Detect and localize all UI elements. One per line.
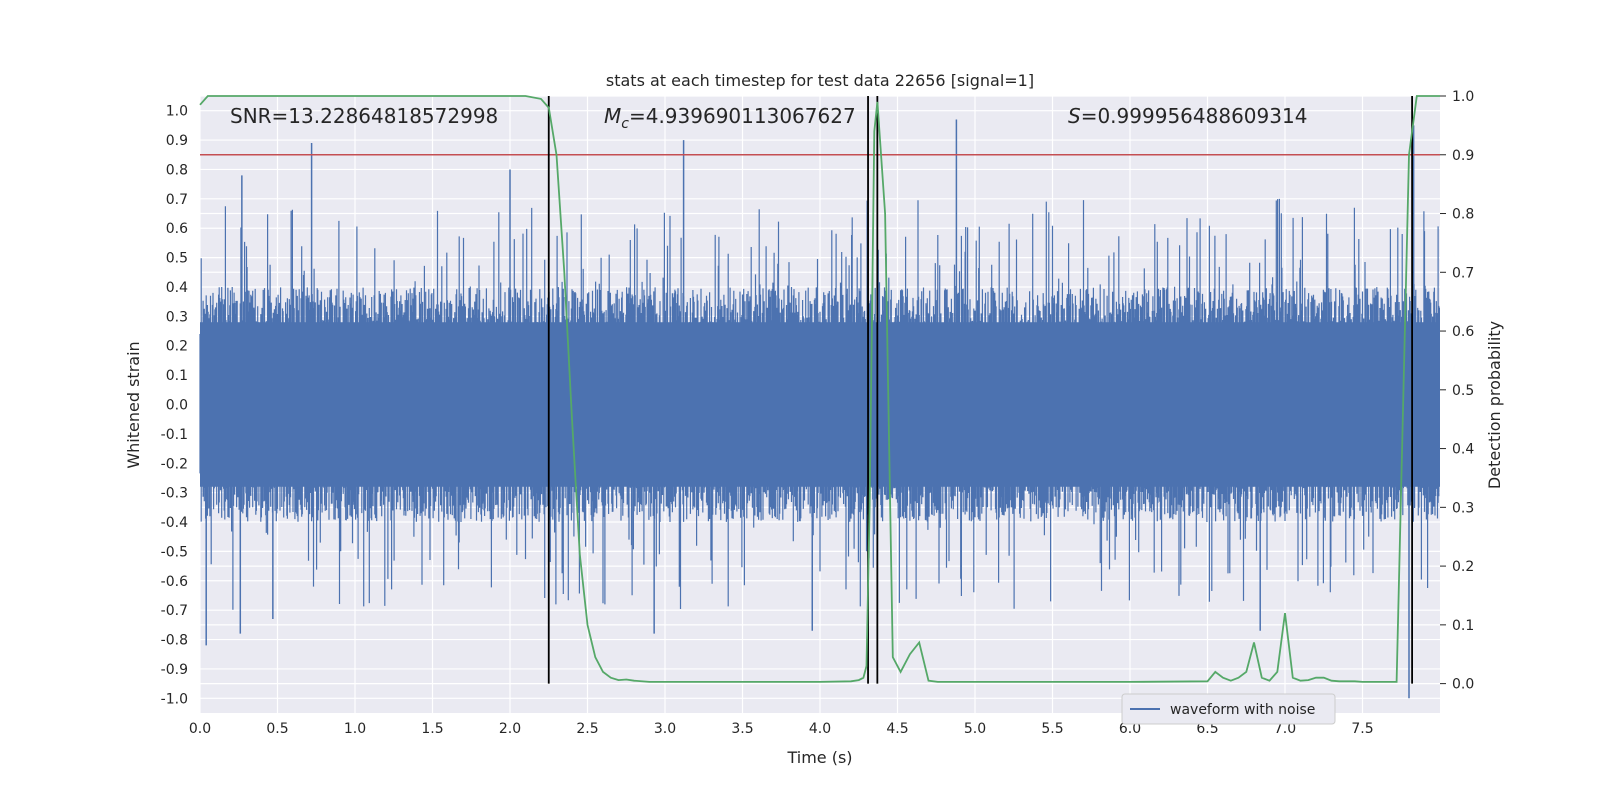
x-tick-label: 4.0 — [809, 721, 831, 737]
probability-series — [199, 95, 1440, 683]
x-tick-label: 1.5 — [421, 721, 443, 737]
y-right-tick-label: 0.6 — [1452, 324, 1474, 340]
y-left-tick-label: -0.5 — [161, 544, 188, 560]
y-left-tick-label: -0.8 — [161, 633, 188, 649]
y-left-axis-label: Whitened strain — [124, 341, 143, 468]
y-left-tick-label: 0.6 — [166, 221, 188, 237]
x-tick-label: 0.0 — [189, 721, 211, 737]
y-right-tick-label: 0.4 — [1452, 442, 1474, 458]
legend: waveform with noise — [1121, 693, 1336, 725]
y-left-tick-label: -0.3 — [161, 486, 188, 502]
y-right-tick-label: 0.1 — [1452, 618, 1474, 634]
y-left-tick-label: 0.7 — [166, 192, 188, 208]
snr-annotation: SNR=13.22864818572998 — [230, 104, 498, 128]
x-tick-label: 2.0 — [499, 721, 521, 737]
y-right-tick-label: 0.5 — [1452, 383, 1474, 399]
y-left-tick-label: -0.9 — [161, 662, 188, 678]
x-tick-label: 2.5 — [576, 721, 598, 737]
y-left-tick-label: 0.1 — [166, 368, 188, 384]
x-tick-label: 0.5 — [266, 721, 288, 737]
x-tick-label: 7.0 — [1274, 721, 1296, 737]
x-tick-label: 4.5 — [886, 721, 908, 737]
legend-box — [1121, 693, 1336, 725]
y-right-tick-label: 0.8 — [1452, 207, 1474, 223]
y-left-tick-label: 0.4 — [166, 280, 188, 296]
x-tick-label: 3.5 — [731, 721, 753, 737]
y-left-tick-label: -0.1 — [161, 427, 188, 443]
y-left-tick-label: 0.9 — [166, 133, 188, 149]
waveform-series — [199, 119, 1440, 699]
y-right-tick-label: 1.0 — [1452, 89, 1474, 105]
x-tick-label: 5.5 — [1041, 721, 1063, 737]
y-right-tick-label: 0.2 — [1452, 559, 1474, 575]
y-right-tick-label: 0.0 — [1452, 677, 1474, 693]
x-tick-label: 7.5 — [1351, 721, 1373, 737]
x-tick-label: 6.5 — [1196, 721, 1218, 737]
y-right-axis-ticks: 1.0 0.9 0.8 0.7 0.6 0.5 0.4 0.3 0.2 0.1 0.0 — [1440, 89, 1474, 693]
y-right-axis-label: Detection probability — [1485, 321, 1504, 489]
chart-title: stats at each timestep for test data 226… — [606, 71, 1034, 90]
x-axis-label: Time (s) — [786, 748, 852, 767]
y-left-tick-label: 1.0 — [166, 104, 188, 120]
x-tick-label: 1.0 — [344, 721, 366, 737]
y-left-tick-label: 0.0 — [166, 398, 188, 414]
y-left-tick-label: -0.7 — [161, 603, 188, 619]
y-right-tick-label: 0.9 — [1452, 148, 1474, 164]
x-axis-ticks: 0.0 0.5 1.0 1.5 2.0 2.5 3.0 3.5 4.0 4.5 5.0 5.5 6.0 6… — [189, 721, 1374, 737]
y-left-tick-label: -1.0 — [161, 691, 188, 707]
x-tick-label: 6.0 — [1119, 721, 1141, 737]
y-right-tick-label: 0.7 — [1452, 265, 1474, 281]
legend-label: waveform with noise — [1170, 702, 1315, 718]
waveform-core — [200, 322, 1440, 487]
y-left-axis-ticks: 1.0 0.9 0.8 0.7 0.6 0.5 0.4 0.3 0.2 0.1 0.0 -0.1 -0.… — [161, 104, 188, 708]
y-left-tick-label: -0.6 — [161, 574, 188, 590]
y-left-tick-label: -0.4 — [161, 515, 188, 531]
x-tick-label: 3.0 — [654, 721, 676, 737]
y-left-tick-label: 0.8 — [166, 162, 188, 178]
y-left-tick-label: 0.2 — [166, 339, 188, 355]
score-annotation: S=0.999956488609314 — [1068, 104, 1307, 128]
x-tick-label: 5.0 — [964, 721, 986, 737]
y-left-tick-label: -0.2 — [161, 456, 188, 472]
y-right-tick-label: 0.3 — [1452, 500, 1474, 516]
chirp-mass-annotation: Mc=4.939690113067627 — [604, 104, 856, 132]
y-left-tick-label: 0.3 — [166, 309, 188, 325]
y-left-tick-label: 0.5 — [166, 251, 188, 267]
